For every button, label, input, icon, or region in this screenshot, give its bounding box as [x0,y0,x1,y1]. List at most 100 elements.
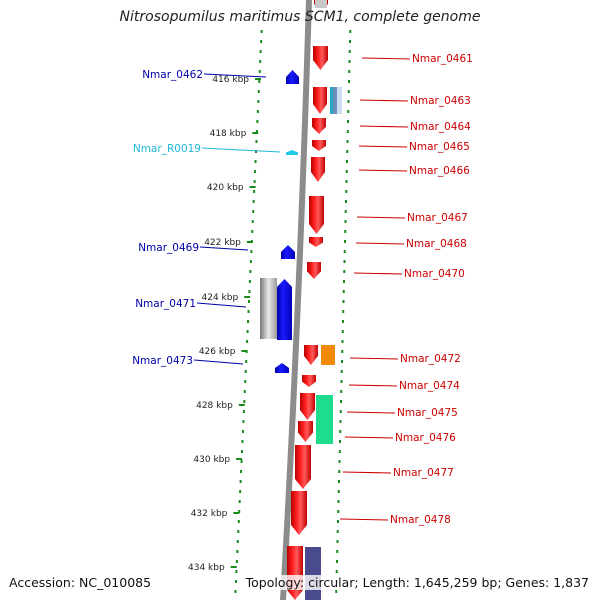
track-dot [339,420,342,423]
track-dot [336,560,338,563]
reverse-gene-label: Nmar_0471 [135,298,196,310]
tick-label: 418 kbp [210,129,247,139]
tick-label: 416 kbp [212,75,249,85]
track-dot [340,380,343,383]
forward-gene-arrow [312,118,326,134]
leader-line [344,436,394,439]
track-dot [239,490,242,493]
track-dot [240,460,243,463]
tick-label: 426 kbp [199,347,236,357]
track-dot [244,370,247,373]
forward-gene-label: Nmar_0477 [393,467,454,479]
forward-gene-label: Nmar_0470 [404,268,465,280]
track-dot [250,250,253,253]
track-dot [348,60,351,63]
track-dot [347,120,349,123]
leader-line [346,411,396,414]
track-dot [335,570,338,573]
track-dot [242,410,245,413]
track-dot [340,400,342,403]
track-dot [248,280,251,283]
track-dot [259,50,262,53]
track-dot [234,590,237,593]
leader-line [359,125,409,128]
track-dot [337,520,339,523]
track-dot [238,500,241,503]
track-dot [256,120,259,123]
track-dot [344,240,346,243]
reverse-gene-arrow [286,70,299,84]
track-dot [345,190,348,193]
track-dot [257,100,260,103]
track-dot [339,410,342,413]
track-dot [339,440,341,443]
track-dot [258,80,261,83]
forward-gene-arrow [309,196,324,234]
track-dot [252,210,255,213]
leader-line [203,73,267,78]
forward-gene-arrow [300,393,315,420]
forward-gene-label: Nmar_0474 [399,380,460,392]
track-dot [245,360,248,363]
tick-label: 422 kbp [204,238,241,248]
forward-gene-label: Nmar_0475 [397,407,458,419]
track-dot [235,560,238,563]
track-dot [234,580,237,583]
track-dot [246,340,249,343]
leader-line [358,169,408,172]
purple-feature-block [305,547,321,600]
track-dot [343,280,345,283]
accession-text: Accession: NC_010085 [9,575,152,590]
track-dot [347,100,350,103]
track-dot [239,480,242,483]
reverse-gene-arrow [275,363,289,373]
track-dot [337,500,340,503]
forward-gene-arrow [298,421,313,442]
cyan-feature-block [333,87,337,114]
track-dot [248,300,250,303]
track-dot [336,540,339,543]
track-dot [345,170,348,173]
track-dot [255,140,258,143]
tick-group: 416 kbp 418 kbp 420 kbp 422 kbp 424 kbp 426 k… [188,75,261,573]
leader-line [348,384,398,387]
tick-label: 430 kbp [193,455,230,465]
track-dot [344,210,347,213]
forward-gene-label: Nmar_0464 [410,121,471,133]
reverse-gene-label: Nmar_0473 [132,355,193,367]
track-dot [238,510,241,513]
track-dot [241,430,244,433]
track-dot [346,160,348,163]
forward-gene-arrow [287,546,303,600]
track-dot [241,440,244,443]
forward-gene-label: Nmar_0476 [395,432,456,444]
track-dot [244,380,247,383]
track-dot [254,160,257,163]
track-dot [338,470,341,473]
track-dot [255,130,258,133]
forward-gene-arrow [313,87,327,114]
track-dot [236,550,239,553]
track-dot [338,450,341,453]
leader-line [201,147,281,153]
track-dot [252,200,255,203]
genome-summary-text: Topology: circular; Length: 1,645,259 bp… [245,575,589,590]
forward-gene-arrow [312,140,326,151]
reverse-gene-arrow [281,245,295,259]
leader-line [358,145,408,148]
orange-feature-block [321,345,335,365]
track-dot [337,510,340,513]
forward-gene-arrow [302,375,316,387]
track-dot [336,530,339,533]
track-dot [342,290,345,293]
track-dot [346,150,349,153]
tick-label: 432 kbp [191,509,228,519]
track-dot [342,320,344,323]
leader-line [361,57,411,60]
tick-label: 424 kbp [202,293,239,303]
track-dot [236,540,239,543]
leader-line [196,302,247,308]
gray-feature-block [315,0,327,8]
track-dot [336,550,339,553]
